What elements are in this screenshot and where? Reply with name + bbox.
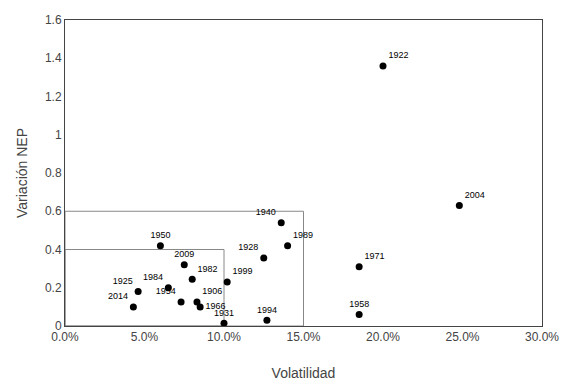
- svg-text:30.0%: 30.0%: [525, 330, 559, 344]
- svg-text:1989: 1989: [293, 230, 313, 240]
- svg-text:1982: 1982: [198, 264, 218, 274]
- svg-text:1925: 1925: [113, 276, 133, 286]
- svg-text:Variación NEP: Variación NEP: [14, 128, 30, 218]
- svg-text:20.0%: 20.0%: [366, 330, 400, 344]
- svg-text:1971: 1971: [365, 251, 385, 261]
- svg-text:1922: 1922: [388, 50, 408, 60]
- svg-text:1954: 1954: [156, 286, 176, 296]
- svg-text:2014: 2014: [108, 291, 128, 301]
- svg-text:0.6: 0.6: [45, 204, 62, 218]
- svg-text:1999: 1999: [233, 266, 253, 276]
- svg-text:2004: 2004: [465, 190, 485, 200]
- svg-text:5.0%: 5.0%: [131, 330, 159, 344]
- svg-text:1984: 1984: [143, 272, 163, 282]
- svg-text:1940: 1940: [256, 207, 276, 217]
- svg-text:1950: 1950: [150, 230, 170, 240]
- svg-text:1906: 1906: [202, 286, 222, 296]
- svg-text:0.4: 0.4: [45, 243, 62, 257]
- svg-text:0.2: 0.2: [45, 281, 62, 295]
- svg-text:25.0%: 25.0%: [445, 330, 479, 344]
- svg-text:1994: 1994: [257, 305, 277, 315]
- svg-text:1928: 1928: [238, 242, 258, 252]
- svg-text:2009: 2009: [174, 249, 194, 259]
- svg-text:1958: 1958: [349, 299, 369, 309]
- svg-text:1.2: 1.2: [45, 90, 62, 104]
- svg-text:1931: 1931: [214, 308, 234, 318]
- svg-text:1.6: 1.6: [45, 13, 62, 27]
- svg-text:0: 0: [55, 319, 62, 333]
- svg-text:1966: 1966: [206, 301, 226, 311]
- svg-text:1: 1: [55, 128, 62, 142]
- svg-text:15.0%: 15.0%: [286, 330, 320, 344]
- svg-text:1.4: 1.4: [45, 51, 62, 65]
- svg-text:0.0%: 0.0%: [51, 330, 79, 344]
- svg-text:Volatilidad: Volatilidad: [272, 365, 336, 381]
- svg-text:10.0%: 10.0%: [207, 330, 241, 344]
- svg-text:0.8: 0.8: [45, 166, 62, 180]
